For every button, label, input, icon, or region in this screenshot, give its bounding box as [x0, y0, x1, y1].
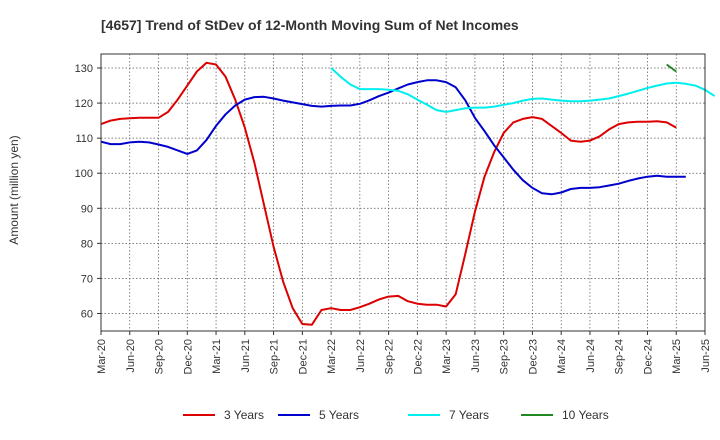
x-tick-label: Jun-24	[585, 339, 597, 373]
legend-label: 3 Years	[224, 408, 264, 422]
legend: 3 Years 5 Years 7 Years 10 Years	[183, 408, 609, 422]
legend-label: 7 Years	[449, 408, 489, 422]
x-tick-label: Sep-23	[499, 339, 511, 374]
series-lines	[100, 61, 716, 326]
y-tick-label: 110	[75, 133, 93, 145]
y-tick-label: 100	[75, 168, 93, 180]
x-tick-label: Dec-22	[412, 339, 424, 374]
x-ticks: Mar-20 Jun-20 Sep-20 Dec-20 Mar-21 Jun-21 Sep-…	[96, 331, 712, 374]
y-tick-label: 90	[81, 203, 93, 215]
x-tick-label: Jun-25	[700, 339, 712, 373]
plot-area	[101, 54, 705, 331]
x-tick-label: Dec-21	[297, 339, 309, 374]
legend-label: 5 Years	[319, 408, 359, 422]
y-ticks: 60 70 80 90 100 110 120 130	[75, 63, 101, 320]
y-axis-label: Amount (million yen)	[7, 135, 21, 244]
x-tick-label: Mar-25	[671, 339, 683, 374]
x-tick-label: Jun-21	[240, 339, 252, 373]
plot-frame	[100, 53, 706, 332]
x-tick-label: Sep-24	[614, 339, 626, 374]
chart-title: [4657] Trend of StDev of 12-Month Moving…	[101, 17, 519, 33]
legend-label: 10 Years	[562, 408, 609, 422]
y-tick-label: 120	[75, 98, 93, 110]
x-tick-label: Jun-23	[470, 339, 482, 373]
series-line-2	[330, 67, 716, 113]
y-tick-label: 70	[81, 273, 93, 285]
x-tick-label: Sep-20	[154, 339, 166, 374]
series-line-0	[100, 61, 677, 326]
x-tick-label: Jun-22	[355, 339, 367, 373]
y-tick-label: 80	[81, 238, 93, 250]
x-tick-label: Mar-22	[326, 339, 338, 374]
x-tick-label: Dec-20	[182, 339, 194, 374]
x-tick-label: Mar-20	[96, 339, 108, 374]
x-tick-label: Mar-23	[441, 339, 453, 374]
x-tick-label: Sep-22	[384, 339, 396, 374]
x-tick-label: Mar-24	[556, 339, 568, 374]
x-tick-label: Dec-24	[642, 339, 654, 374]
x-tick-label: Mar-21	[211, 339, 223, 374]
x-tick-label: Dec-23	[527, 339, 539, 374]
x-tick-label: Sep-21	[269, 339, 281, 374]
series-line-3	[666, 63, 677, 73]
x-tick-label: Jun-20	[125, 339, 137, 373]
y-tick-label: 130	[75, 63, 93, 75]
y-tick-label: 60	[81, 308, 93, 320]
